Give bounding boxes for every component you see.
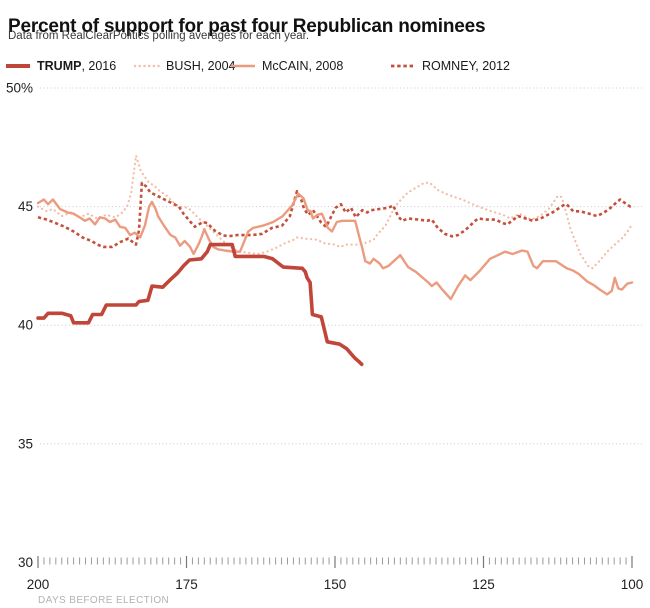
series-line-bush xyxy=(36,154,634,270)
y-axis-label-40: 40 xyxy=(18,318,33,333)
legend-label-trump: TRUMP, 2016 xyxy=(37,59,117,73)
x-axis-label-125: 125 xyxy=(472,577,495,592)
series-line-mccain xyxy=(36,192,634,301)
x-axis-label-100: 100 xyxy=(621,577,644,592)
x-axis-label-150: 150 xyxy=(324,577,347,592)
series-line-trump xyxy=(36,242,364,367)
y-axis-label-50: 50% xyxy=(6,81,33,96)
legend-item-mccain: McCAIN, 2008 xyxy=(230,57,343,75)
legend: TRUMP, 2016 BUSH, 2004 McCAIN, 2008 ROMN… xyxy=(0,57,650,75)
legend-label-romney: ROMNEY, 2012 xyxy=(422,59,511,73)
x-axis-label-175: 175 xyxy=(175,577,198,592)
legend-label-mccain: McCAIN, 2008 xyxy=(262,59,344,73)
legend-item-trump: TRUMP, 2016 xyxy=(5,57,116,75)
legend-item-romney: ROMNEY, 2012 xyxy=(390,57,510,75)
y-axis-label-35: 35 xyxy=(18,436,33,451)
page-title: Percent of support for past four Republi… xyxy=(8,15,486,37)
x-axis-label-200: 200 xyxy=(27,577,50,592)
y-axis-label-30: 30 xyxy=(18,555,33,570)
y-axis-label-45: 45 xyxy=(18,199,33,214)
legend-label-bush: BUSH, 2004 xyxy=(166,59,236,73)
bush-line-swatch-icon xyxy=(134,64,160,68)
trump-line-swatch-icon xyxy=(6,64,30,68)
legend-item-bush: BUSH, 2004 xyxy=(134,57,235,75)
romney-line-swatch-icon xyxy=(391,64,415,68)
mccain-line-swatch-icon xyxy=(231,64,255,68)
x-axis-caption: DAYS BEFORE ELECTION xyxy=(38,595,169,606)
page-subtitle: Data from RealClearPolitics polling aver… xyxy=(8,30,310,42)
series-line-romney xyxy=(37,181,632,249)
